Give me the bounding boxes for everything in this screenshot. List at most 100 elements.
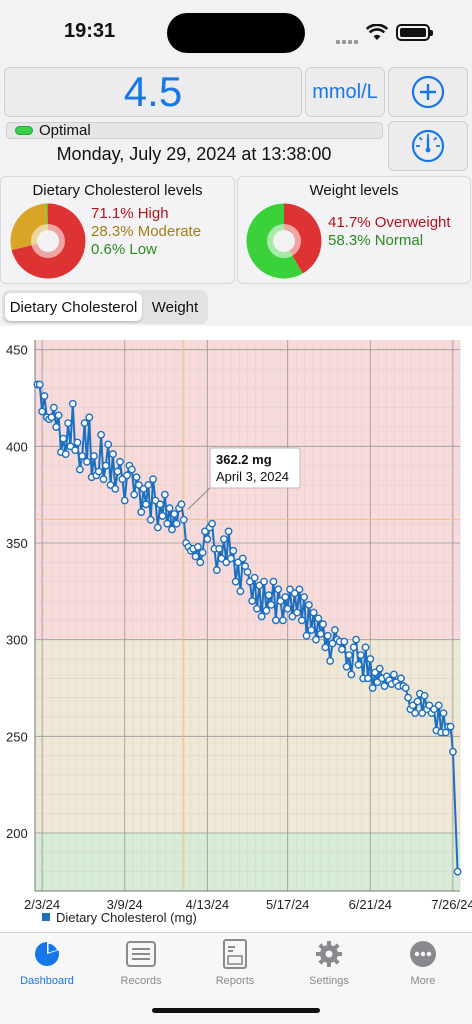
data-point[interactable] <box>68 399 77 408</box>
weight-summary-panel[interactable]: Weight levels 41.7% Overweight 58.3% Nor… <box>237 176 471 284</box>
data-point[interactable] <box>75 465 84 474</box>
data-point[interactable] <box>404 693 412 702</box>
data-point[interactable] <box>250 573 259 582</box>
data-point[interactable] <box>354 660 363 669</box>
data-point[interactable] <box>364 674 372 683</box>
data-point[interactable] <box>160 490 169 499</box>
data-point[interactable] <box>304 600 313 609</box>
gauge-button[interactable] <box>388 121 468 171</box>
cholesterol-summary-panel[interactable]: Dietary Cholesterol levels 71.1% High 28… <box>0 176 235 284</box>
data-point[interactable] <box>130 490 139 499</box>
data-point[interactable] <box>238 554 247 563</box>
data-point[interactable] <box>144 481 153 489</box>
data-point[interactable] <box>224 527 233 536</box>
data-point[interactable] <box>153 523 162 532</box>
data-point[interactable] <box>345 651 353 660</box>
data-point[interactable] <box>319 620 327 629</box>
data-point[interactable] <box>73 438 82 447</box>
data-point[interactable] <box>267 600 276 609</box>
data-point[interactable] <box>142 500 150 509</box>
data-point[interactable] <box>35 380 44 389</box>
data-point[interactable] <box>47 413 56 422</box>
data-point[interactable] <box>434 701 443 710</box>
data-point[interactable] <box>215 544 224 553</box>
data-point[interactable] <box>156 500 165 509</box>
data-point[interactable] <box>113 467 122 476</box>
data-point[interactable] <box>264 591 273 600</box>
data-point[interactable] <box>194 542 202 551</box>
tabbar-records[interactable]: Records <box>94 939 188 987</box>
data-point[interactable] <box>352 635 361 644</box>
data-point[interactable] <box>212 566 221 574</box>
data-point[interactable] <box>49 403 58 412</box>
data-point[interactable] <box>132 473 141 482</box>
data-point[interactable] <box>243 568 252 576</box>
tabbar-settings[interactable]: Settings <box>282 939 376 987</box>
data-point[interactable] <box>307 626 316 634</box>
data-point[interactable] <box>449 747 457 756</box>
data-point[interactable] <box>281 593 290 602</box>
data-point[interactable] <box>349 643 358 652</box>
data-point[interactable] <box>316 629 325 638</box>
data-point[interactable] <box>90 452 98 460</box>
data-point[interactable] <box>366 655 375 663</box>
data-point[interactable] <box>111 484 120 493</box>
data-point[interactable] <box>361 643 370 652</box>
data-point[interactable] <box>163 519 172 528</box>
data-point[interactable] <box>40 392 49 400</box>
data-point[interactable] <box>236 587 245 596</box>
data-point[interactable] <box>149 475 157 484</box>
data-point[interactable] <box>295 585 304 594</box>
data-point[interactable] <box>94 467 103 476</box>
data-point[interactable] <box>97 430 106 439</box>
data-point[interactable] <box>227 554 235 563</box>
data-point[interactable] <box>297 616 306 625</box>
data-point[interactable] <box>177 500 186 509</box>
data-point[interactable] <box>104 440 113 449</box>
data-point[interactable] <box>170 510 179 518</box>
data-point[interactable] <box>309 608 318 617</box>
data-point[interactable] <box>326 657 335 665</box>
data-point[interactable] <box>446 722 455 731</box>
data-point[interactable] <box>302 631 311 640</box>
data-point[interactable] <box>283 604 292 613</box>
data-point[interactable] <box>146 515 155 524</box>
data-point[interactable] <box>109 450 117 458</box>
data-point[interactable] <box>64 419 72 428</box>
data-point[interactable] <box>453 867 462 876</box>
data-point[interactable] <box>312 635 320 644</box>
data-point[interactable] <box>413 697 422 706</box>
data-point[interactable] <box>253 604 261 613</box>
data-point[interactable] <box>116 457 124 466</box>
data-point[interactable] <box>165 504 174 513</box>
data-point[interactable] <box>158 512 167 520</box>
chart-canvas[interactable]: 200 250 300 350 400 450 2/3/24 3/9/24 4/13/24 5/1… <box>0 326 472 932</box>
data-point[interactable] <box>219 535 228 544</box>
data-point[interactable] <box>340 637 349 646</box>
data-point[interactable] <box>380 682 389 690</box>
data-point[interactable] <box>330 626 339 634</box>
data-point[interactable] <box>61 450 70 458</box>
data-point[interactable] <box>198 548 207 557</box>
data-point[interactable] <box>389 670 398 679</box>
data-point[interactable] <box>401 684 410 692</box>
data-point[interactable] <box>420 691 429 700</box>
data-point[interactable] <box>248 597 257 605</box>
data-point[interactable] <box>83 457 91 466</box>
data-point[interactable] <box>123 471 131 480</box>
data-point[interactable] <box>52 423 61 431</box>
data-point[interactable] <box>59 434 68 443</box>
data-point[interactable] <box>85 413 94 422</box>
data-point[interactable] <box>271 616 280 625</box>
data-point[interactable] <box>439 709 448 718</box>
unit-button[interactable]: mmol/L <box>305 67 385 117</box>
data-point[interactable] <box>293 608 301 617</box>
data-point[interactable] <box>411 709 420 718</box>
data-point[interactable] <box>38 407 46 416</box>
tabbar-reports[interactable]: Reports <box>188 939 282 987</box>
data-point[interactable] <box>99 475 108 484</box>
data-point[interactable] <box>168 525 176 534</box>
data-point[interactable] <box>314 614 323 623</box>
data-point[interactable] <box>356 651 365 660</box>
data-point[interactable] <box>120 496 129 505</box>
